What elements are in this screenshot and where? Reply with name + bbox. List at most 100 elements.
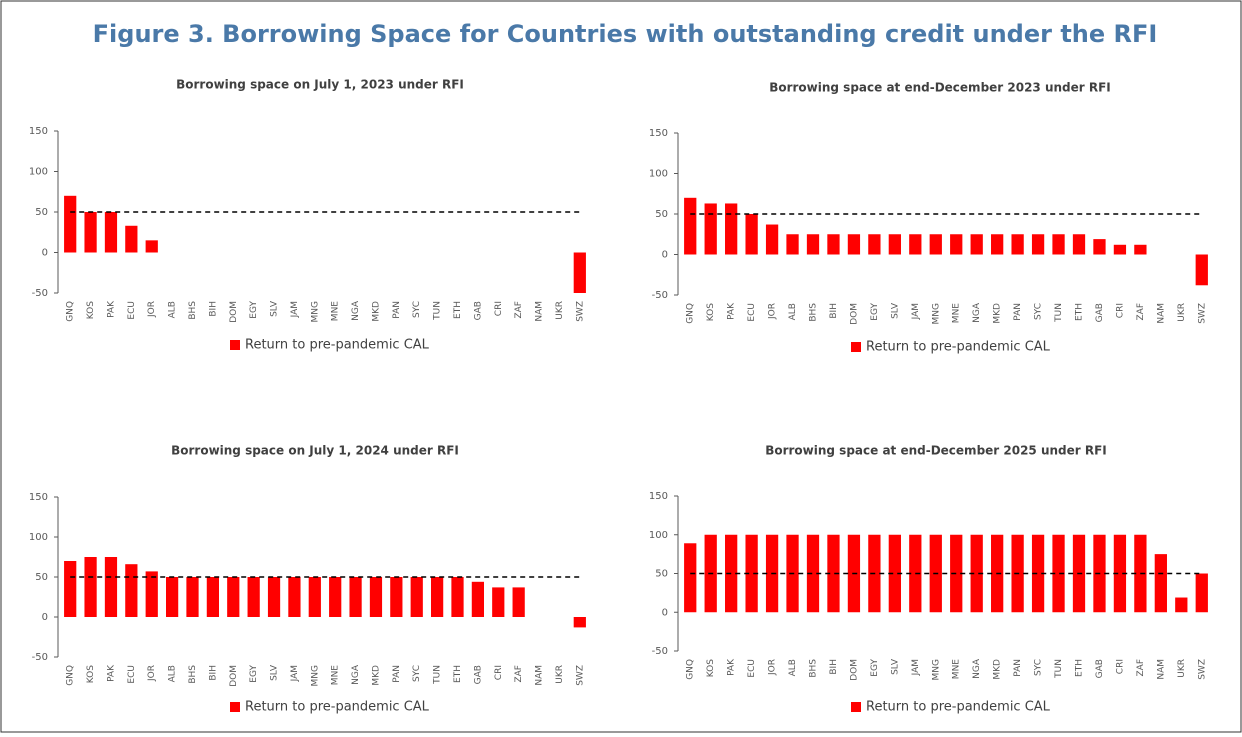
y-tick-label: -50 (652, 290, 668, 301)
bar (1195, 573, 1208, 613)
bar (684, 197, 697, 255)
legend-swatch (851, 342, 861, 352)
x-tick-label: MKD (993, 659, 1003, 680)
bar (492, 587, 505, 617)
x-tick-label: CRI (494, 665, 504, 680)
bar (145, 240, 158, 253)
x-tick-label: NAM (535, 665, 545, 686)
x-tick-label: TUN (433, 665, 443, 685)
bar (1175, 597, 1188, 613)
y-tick-label: 150 (29, 126, 48, 137)
x-tick-label: TUN (1054, 303, 1064, 323)
x-tick-label: MNG (931, 303, 941, 324)
bar (1011, 234, 1024, 255)
x-tick-label: ETH (1075, 659, 1085, 677)
x-tick-label: ZAF (1136, 303, 1146, 321)
x-tick-label: ECU (127, 301, 137, 320)
x-tick-label: SYC (412, 665, 422, 682)
legend-swatch (230, 340, 240, 350)
bar (64, 195, 77, 253)
bar (431, 577, 444, 617)
bar (765, 224, 779, 255)
x-tick-label: PAN (1013, 659, 1023, 677)
x-tick-label: ECU (747, 659, 757, 678)
x-tick-label: BIH (208, 301, 218, 317)
x-tick-label: SWZ (1197, 303, 1207, 324)
bar (684, 543, 697, 613)
bar (1093, 239, 1106, 255)
bar (206, 577, 219, 617)
x-tick-label: SLV (270, 300, 280, 317)
bar (104, 212, 118, 253)
x-tick-label: GAB (1095, 659, 1105, 678)
x-tick-label: UKR (1177, 303, 1187, 322)
legend-label: Return to pre-pandemic CAL (245, 700, 430, 715)
x-tick-label: EGY (870, 659, 880, 677)
bar (888, 534, 901, 613)
bar (227, 577, 240, 617)
x-tick-label: MNE (331, 301, 341, 321)
x-tick-label: MNG (931, 659, 941, 680)
x-tick-label: MNE (952, 659, 962, 679)
bar (929, 234, 942, 255)
x-tick-label: ZAF (1136, 659, 1146, 677)
y-tick-label: 100 (649, 169, 668, 180)
bar (1031, 234, 1045, 255)
bar (1113, 534, 1127, 613)
bar (1195, 254, 1208, 286)
x-tick-label: PAK (106, 664, 116, 682)
x-tick-label: SWZ (575, 665, 585, 686)
x-tick-label: SWZ (575, 301, 585, 322)
x-tick-label: KOS (706, 659, 716, 677)
x-tick-label: TUN (433, 301, 443, 321)
x-tick-label: BHS (188, 665, 198, 684)
bar (247, 577, 260, 617)
x-tick-label: KOS (86, 665, 96, 683)
bar (806, 534, 820, 613)
y-tick-label: 0 (42, 612, 48, 623)
y-tick-label: 100 (29, 532, 48, 543)
bar (745, 534, 758, 613)
x-tick-label: PAN (1013, 303, 1023, 321)
x-tick-label: GAB (473, 665, 483, 684)
legend-label: Return to pre-pandemic CAL (866, 700, 1051, 715)
bar (186, 577, 199, 617)
y-tick-label: -50 (32, 652, 48, 663)
bar (1052, 534, 1065, 613)
x-tick-label: GAB (1095, 303, 1105, 322)
x-tick-label: EGY (249, 301, 259, 319)
bar (847, 234, 861, 255)
x-tick-label: DOM (229, 665, 239, 687)
bar (1072, 234, 1086, 255)
legend-label: Return to pre-pandemic CAL (866, 340, 1051, 355)
bar (267, 577, 281, 617)
y-tick-label: 0 (662, 607, 668, 618)
bar (827, 534, 840, 613)
x-tick-label: JAM (911, 659, 921, 676)
x-tick-label: MNG (310, 665, 320, 686)
bar (1052, 234, 1065, 255)
bar (308, 577, 321, 617)
bar (806, 234, 820, 255)
bar (704, 203, 717, 255)
x-tick-label: JOR (147, 665, 157, 682)
x-tick-label: BIH (208, 665, 218, 681)
x-tick-label: CRI (1115, 303, 1125, 318)
chart-title: Borrowing space on July 1, 2024 under RF… (171, 444, 459, 458)
x-tick-label: ALB (168, 301, 178, 318)
y-tick-label: -50 (652, 646, 668, 657)
x-tick-label: NGA (351, 300, 361, 321)
x-tick-label: GNQ (66, 665, 76, 686)
x-tick-label: SWZ (1197, 659, 1207, 680)
x-tick-label: SLV (890, 302, 900, 319)
x-tick-label: JAM (911, 303, 921, 320)
bar (970, 234, 983, 255)
bar (84, 557, 97, 617)
x-tick-label: ALB (788, 303, 798, 320)
x-tick-label: ALB (788, 659, 798, 676)
y-tick-label: 150 (649, 128, 668, 139)
x-tick-label: MKD (371, 301, 381, 322)
bar (84, 212, 97, 253)
x-tick-label: ALB (168, 665, 178, 682)
